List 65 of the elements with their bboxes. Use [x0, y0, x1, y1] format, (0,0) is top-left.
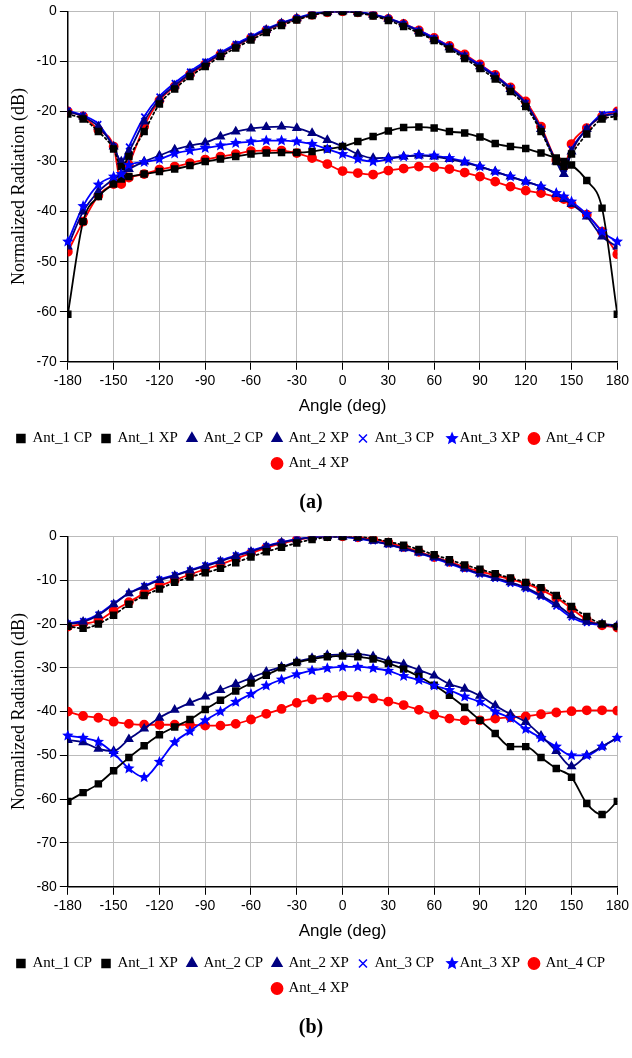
- x-tick-label: 120: [514, 897, 538, 914]
- x-tick-label: -120: [145, 372, 174, 389]
- x-tick-label: -60: [240, 372, 262, 389]
- x-tick-label: -150: [99, 897, 128, 914]
- x-tick-label: 150: [559, 897, 584, 914]
- x-tick-label: -180: [53, 372, 83, 389]
- x-tick-label: 180: [605, 897, 630, 914]
- legend-label: Ant_4 XP: [288, 454, 349, 471]
- y-axis-title: Normalized Radiation (dB): [7, 88, 29, 286]
- legend-label: Ant_3 XP: [459, 954, 520, 971]
- y-tick-label: -20: [36, 614, 58, 631]
- legend-label: Ant_1 XP: [117, 429, 178, 446]
- legend-label: Ant_4 XP: [288, 979, 349, 996]
- legend-label: Ant_3 CP: [374, 429, 435, 446]
- y-tick-label: 0: [49, 2, 58, 19]
- x-tick-label: 0: [338, 897, 347, 914]
- legend-label: Ant_3 XP: [459, 429, 520, 446]
- x-tick-label: -180: [53, 897, 83, 914]
- legend-label: Ant_1 XP: [117, 954, 178, 971]
- x-tick-label: 30: [380, 897, 397, 914]
- y-tick-label: -70: [36, 833, 58, 850]
- x-tick-label: 90: [472, 897, 488, 914]
- x-tick-label: 0: [338, 372, 347, 389]
- legend-label: Ant_4 CP: [545, 429, 606, 446]
- x-tick-label: 180: [605, 372, 630, 389]
- y-tick-label: 0: [49, 527, 58, 544]
- legend-label: Ant_1 CP: [32, 429, 93, 446]
- y-tick-label: -70: [36, 352, 58, 369]
- x-tick-label: -90: [195, 372, 216, 389]
- x-tick-label: -30: [286, 897, 308, 914]
- x-axis-title: Angle (deg): [298, 921, 387, 941]
- y-tick-label: -60: [36, 302, 58, 319]
- x-tick-label: -120: [145, 897, 174, 914]
- y-tick-label: -10: [36, 52, 58, 69]
- x-tick-label: 90: [472, 372, 488, 389]
- y-tick-label: -50: [36, 746, 58, 763]
- x-tick-label: -90: [195, 897, 216, 914]
- text: (b): [298, 1015, 324, 1039]
- x-tick-label: -30: [286, 372, 308, 389]
- y-tick-label: -40: [36, 202, 58, 219]
- y-tick-label: -80: [36, 877, 58, 894]
- legend-label: Ant_4 CP: [545, 954, 606, 971]
- y-tick-label: -60: [36, 790, 58, 807]
- x-tick-label: 60: [426, 897, 443, 914]
- x-tick-label: 150: [559, 372, 584, 389]
- text: (a): [299, 490, 323, 514]
- x-axis-title: Angle (deg): [298, 396, 387, 416]
- x-tick-label: 30: [380, 372, 397, 389]
- legend-label: Ant_2 XP: [288, 954, 349, 971]
- x-tick-label: 60: [426, 372, 443, 389]
- legend-label: Ant_1 CP: [32, 954, 93, 971]
- legend-label: Ant_3 CP: [374, 954, 435, 971]
- x-tick-label: -60: [240, 897, 262, 914]
- y-tick-label: -30: [36, 658, 58, 675]
- y-tick-label: -40: [36, 702, 58, 719]
- legend-label: Ant_2 CP: [203, 429, 264, 446]
- x-tick-label: -150: [99, 372, 128, 389]
- y-tick-label: -10: [36, 571, 58, 588]
- y-tick-label: -50: [36, 252, 58, 269]
- y-axis-title: Normalized Radiation (dB): [7, 613, 29, 811]
- y-tick-label: -30: [36, 152, 58, 169]
- y-tick-label: -20: [36, 102, 58, 119]
- x-tick-label: 120: [514, 372, 538, 389]
- legend-label: Ant_2 XP: [288, 429, 349, 446]
- legend-label: Ant_2 CP: [203, 954, 264, 971]
